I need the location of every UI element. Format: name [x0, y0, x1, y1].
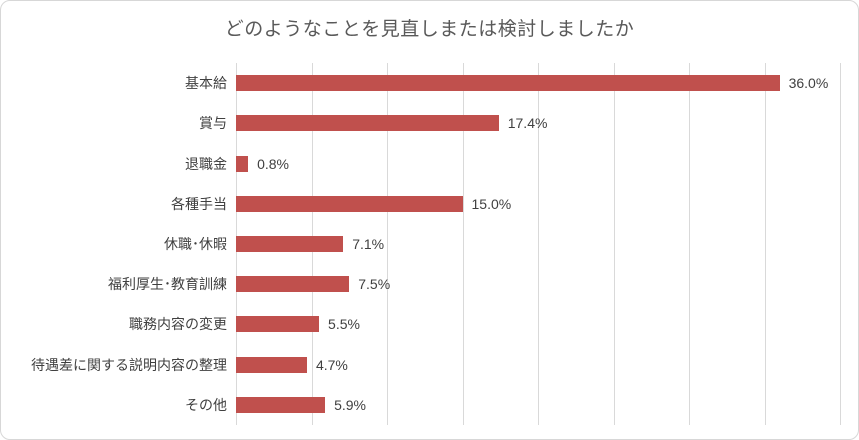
- gridline: [613, 63, 615, 425]
- data-label: 17.4%: [507, 115, 548, 132]
- chart-title: どのようなことを見直しまたは検討しましたか: [224, 19, 635, 40]
- gridline: [462, 63, 464, 425]
- gridline: [387, 63, 388, 425]
- data-label: 7.1%: [352, 235, 385, 252]
- bar: [236, 356, 307, 373]
- gridline: [764, 63, 766, 425]
- category-label: 休職･休暇: [164, 235, 227, 252]
- bar: [236, 236, 344, 252]
- data-label: 36.0%: [788, 75, 829, 92]
- category-label: 福利厚生･教育訓練: [108, 276, 227, 293]
- bar: [236, 195, 463, 212]
- data-label: 15.0%: [471, 195, 512, 212]
- bar: [236, 155, 249, 172]
- category-label: 待遇差に関する説明内容の整理: [31, 356, 227, 373]
- bar: [236, 75, 780, 92]
- data-label: 4.7%: [315, 356, 348, 373]
- data-label: 7.5%: [358, 276, 391, 293]
- plot-area: 基本給 36.0% 賞与 17.4% 退職金 0.8% 各種手当 15.0% 休職･休暇 7.1%…: [1, 63, 858, 425]
- category-label: その他: [185, 396, 227, 413]
- bar: [236, 316, 320, 333]
- data-label: 5.5%: [328, 316, 360, 333]
- data-label: 5.9%: [334, 396, 366, 413]
- gridline: [538, 63, 539, 425]
- gridline: [689, 63, 690, 425]
- data-label: 0.8%: [257, 155, 289, 172]
- category-label: 各種手当: [171, 195, 227, 212]
- category-label: 職務内容の変更: [129, 316, 227, 333]
- bar: [236, 396, 326, 413]
- gridline: [840, 63, 841, 425]
- bar: [236, 276, 350, 293]
- category-label: 基本給: [185, 75, 227, 92]
- category-label: 賞与: [199, 115, 227, 132]
- bar: [236, 115, 499, 132]
- category-label: 退職金: [185, 155, 227, 172]
